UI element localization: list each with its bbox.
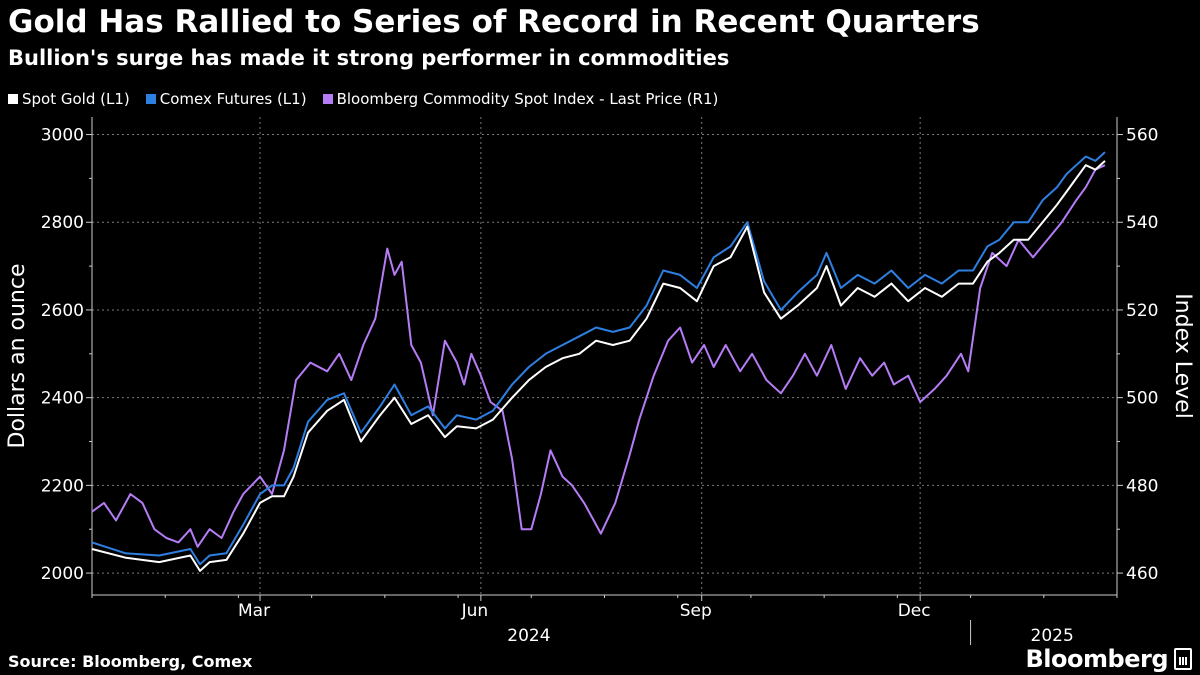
legend-swatch-bcom-spot-index <box>322 94 333 104</box>
y-right-tick-label: 500 <box>1126 389 1158 409</box>
y-right-axis-title: Index Level <box>1170 293 1195 419</box>
y-left-tick-label: 2200 <box>41 476 84 496</box>
x-month-label: Sep <box>680 601 712 621</box>
legend-item-bcom-spot-index: Bloomberg Commodity Spot Index - Last Pr… <box>322 90 719 108</box>
x-month-label: Mar <box>238 601 270 621</box>
y-left-tick-label: 2800 <box>41 213 84 233</box>
y-left-tick-label: 2600 <box>41 301 84 321</box>
y-right-tick-label: 540 <box>1126 213 1158 233</box>
y-right-tick-label: 560 <box>1126 126 1158 146</box>
chart-subtitle: Bullion's surge has made it strong perfo… <box>8 46 730 70</box>
x-month-label: Dec <box>898 601 931 621</box>
chart-title: Gold Has Rallied to Series of Record in … <box>8 4 980 40</box>
source-note: Source: Bloomberg, Comex <box>8 652 253 671</box>
x-year-label: 2025 <box>1031 626 1074 646</box>
legend-label-bcom-spot-index: Bloomberg Commodity Spot Index - Last Pr… <box>336 90 719 108</box>
y-right-tick-label: 520 <box>1126 301 1158 321</box>
legend: Spot Gold (L1) Comex Futures (L1) Bloomb… <box>8 90 718 108</box>
legend-item-spot-gold: Spot Gold (L1) <box>8 90 130 108</box>
x-year-label: 2024 <box>507 626 550 646</box>
series-line-spot-gold <box>91 160 1106 572</box>
legend-label-spot-gold: Spot Gold (L1) <box>22 90 130 108</box>
legend-swatch-comex-futures <box>145 94 156 104</box>
y-right-tick-label: 480 <box>1126 476 1158 496</box>
y-left-tick-label: 2400 <box>41 389 84 409</box>
bloomberg-wordmark: Bloomberg <box>1025 645 1169 673</box>
y-left-tick-label: 2000 <box>41 564 84 584</box>
bloomberg-logo-icon <box>1174 648 1192 670</box>
series-line-comex-futures <box>91 151 1106 566</box>
y-left-axis-title: Dollars an ounce <box>5 263 30 448</box>
legend-item-comex-futures: Comex Futures (L1) <box>145 90 307 108</box>
legend-swatch-spot-gold <box>8 94 18 104</box>
x-month-label: Jun <box>461 601 489 621</box>
y-right-tick-label: 460 <box>1126 564 1158 584</box>
bloomberg-logo: Bloomberg <box>1026 645 1192 673</box>
y-left-tick-label: 3000 <box>41 126 84 146</box>
legend-label-comex-futures: Comex Futures (L1) <box>159 90 307 108</box>
series-line-bcom-spot-index <box>91 164 1106 548</box>
